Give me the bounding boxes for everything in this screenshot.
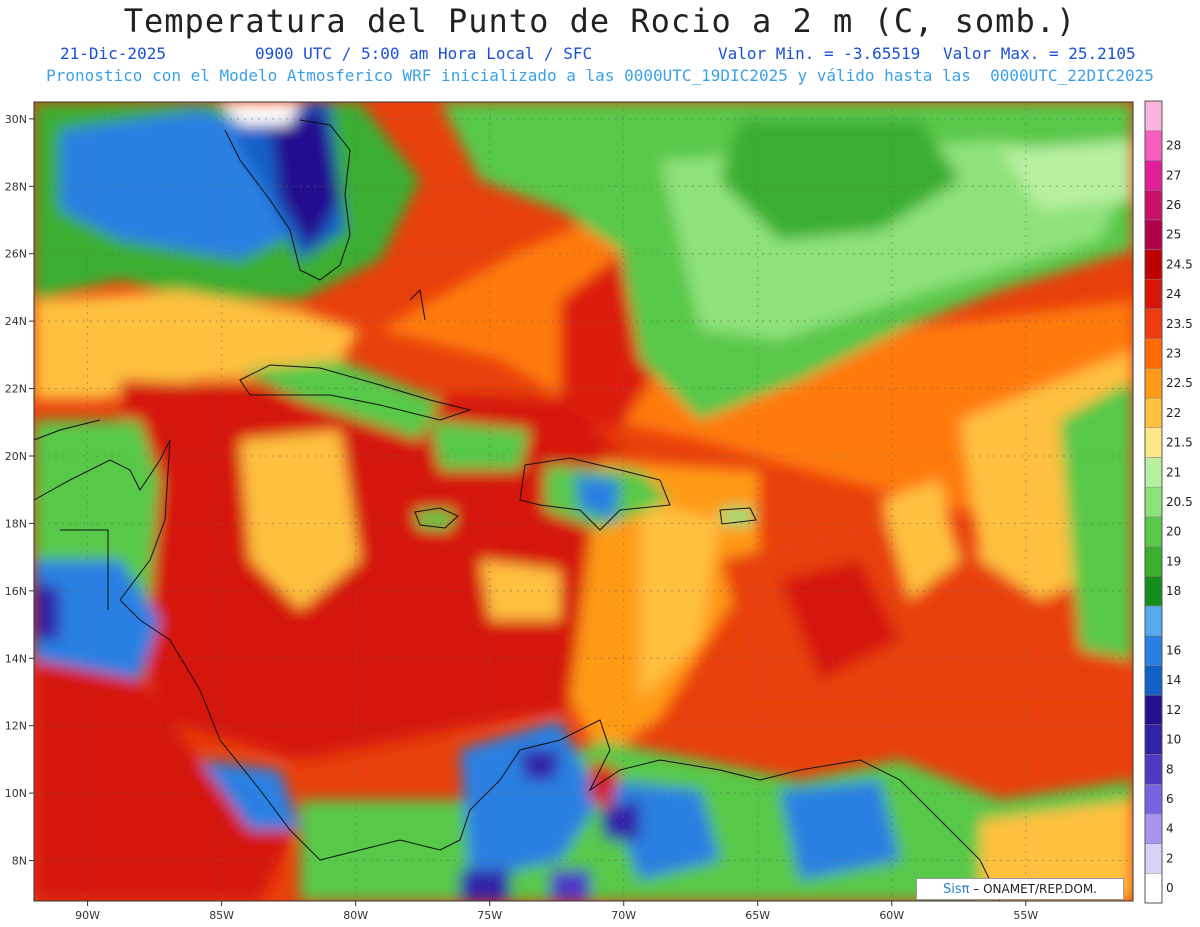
- y-tick-label: 30N: [5, 113, 27, 126]
- y-tick-label: 28N: [5, 180, 27, 193]
- max-value: Valor Max. = 25.2105: [943, 44, 1136, 63]
- colorbar-swatch: [1144, 249, 1163, 280]
- colorbar-label: 10: [1166, 733, 1181, 747]
- colorbar-swatch: [1144, 813, 1163, 844]
- colorbar-swatch: [1144, 368, 1163, 399]
- colorbar-swatch: [1144, 783, 1163, 815]
- border-line: [60, 529, 109, 610]
- colorbar-label: 14: [1166, 673, 1181, 687]
- colorbar-label: 27: [1166, 168, 1181, 182]
- colorbar-label: 4: [1166, 822, 1174, 836]
- colorbar-swatch: [1144, 516, 1163, 547]
- map-title: Temperatura del Punto de Rocio a 2 m (C,…: [123, 2, 1077, 40]
- colorbar-label: 16: [1166, 644, 1181, 658]
- y-tick-label: 12N: [5, 720, 27, 733]
- colorbar-swatch: [1144, 546, 1163, 577]
- hispaniola-coast: [519, 457, 671, 531]
- mainland-coast: [33, 439, 1001, 902]
- colorbar-swatch: [1144, 100, 1163, 131]
- x-tick-label: 55W: [1013, 909, 1038, 922]
- gulf-coast: [33, 419, 101, 441]
- grid-lines: [34, 102, 1133, 901]
- credit-text: – ONAMET/REP.DOM.: [973, 882, 1097, 896]
- colorbar-label: 23.5: [1166, 317, 1193, 331]
- colorbar-swatch: [1144, 724, 1163, 755]
- x-tick-label: 70W: [611, 909, 636, 922]
- colorbar-swatch: [1144, 278, 1163, 310]
- x-tick-label: 85W: [209, 909, 234, 922]
- colorbar-label: 24: [1166, 287, 1181, 301]
- colorbar-label: 21: [1166, 465, 1181, 479]
- colorbar-label: 0: [1166, 881, 1174, 895]
- field-layer: [34, 102, 1133, 901]
- colorbar-swatch: [1144, 130, 1163, 161]
- colorbar-label: 24.5: [1166, 257, 1193, 271]
- colorbar-label: 20: [1166, 525, 1181, 539]
- y-tick-label: 20N: [5, 450, 27, 463]
- colorbar-swatch: [1144, 397, 1163, 428]
- plot-frame: [33, 101, 1134, 902]
- x-tick-label: 60W: [879, 909, 904, 922]
- colorbar-label: 8: [1166, 762, 1174, 776]
- colorbar-swatch: [1144, 694, 1163, 726]
- colorbar-swatch: [1144, 635, 1163, 666]
- y-tick-label: 16N: [5, 585, 27, 598]
- colorbar-swatch: [1144, 189, 1163, 221]
- colorbar-swatch: [1144, 605, 1163, 636]
- colorbar-label: 6: [1166, 792, 1174, 806]
- colorbar-swatch: [1144, 219, 1163, 250]
- colorbar-label: 19: [1166, 554, 1181, 568]
- colorbar-swatch: [1144, 160, 1163, 191]
- y-tick-label: 26N: [5, 248, 27, 261]
- sispi-logo: Sisπ: [942, 882, 970, 897]
- colorbar: 024681012141618192020.52121.52222.52323.…: [1144, 100, 1193, 904]
- colorbar-swatch: [1144, 576, 1163, 607]
- colorbar-label: 22: [1166, 406, 1181, 420]
- colorbar-swatch: [1144, 338, 1163, 369]
- y-axis-ticks: 30N 28N 26N 24N 22N 20N 18N 16N 14N 12N 10N 8N: [5, 113, 34, 868]
- x-tick-label: 75W: [477, 909, 502, 922]
- y-tick-label: 24N: [5, 315, 27, 328]
- colorbar-label: 20.5: [1166, 495, 1193, 509]
- time-info: 0900 UTC / 5:00 am Hora Local / SFC: [255, 44, 593, 63]
- credit-box: Sisπ – ONAMET/REP.DOM.: [916, 878, 1124, 900]
- colorbar-frame: [1144, 100, 1163, 904]
- x-tick-label: 90W: [75, 909, 100, 922]
- colorbar-label: 21.5: [1166, 436, 1193, 450]
- min-value: Valor Min. = -3.65519: [718, 44, 921, 63]
- y-tick-label: 10N: [5, 787, 27, 800]
- date-label: 21-Dic-2025: [60, 44, 166, 63]
- jamaica-coast: [414, 507, 459, 529]
- colorbar-label: 18: [1166, 584, 1181, 598]
- colorbar-swatch: [1144, 308, 1163, 339]
- model-info: Pronostico con el Modelo Atmosferico WRF…: [46, 66, 1154, 85]
- x-tick-label: 65W: [745, 909, 770, 922]
- y-tick-label: 22N: [5, 383, 27, 396]
- colorbar-label: 22.5: [1166, 376, 1193, 390]
- y-tick-label: 8N: [12, 855, 27, 868]
- colorbar-swatch: [1144, 457, 1163, 488]
- bahamas-coast: [409, 288, 426, 321]
- puerto-rico-coast: [719, 507, 757, 525]
- x-tick-label: 80W: [343, 909, 368, 922]
- colorbar-label: 12: [1166, 703, 1181, 717]
- colorbar-swatch: [1144, 843, 1163, 874]
- colorbar-label: 28: [1166, 139, 1181, 153]
- florida-coast: [224, 119, 351, 281]
- x-axis-ticks: 90W 85W 80W 75W 70W 65W 60W 55W: [75, 901, 1038, 922]
- colorbar-label: 26: [1166, 198, 1181, 212]
- cuba-coast: [239, 364, 472, 421]
- colorbar-swatch: [1144, 754, 1163, 785]
- colorbar-label: 23: [1166, 346, 1181, 360]
- y-tick-label: 18N: [5, 517, 27, 530]
- colorbar-label: 2: [1166, 851, 1174, 865]
- y-tick-label: 14N: [5, 652, 27, 665]
- colorbar-swatch: [1144, 665, 1163, 696]
- colorbar-label: 25: [1166, 228, 1181, 242]
- colorbar-swatch: [1144, 427, 1163, 458]
- coastlines: [33, 119, 1001, 902]
- colorbar-swatch: [1144, 873, 1163, 904]
- colorbar-swatch: [1144, 486, 1163, 518]
